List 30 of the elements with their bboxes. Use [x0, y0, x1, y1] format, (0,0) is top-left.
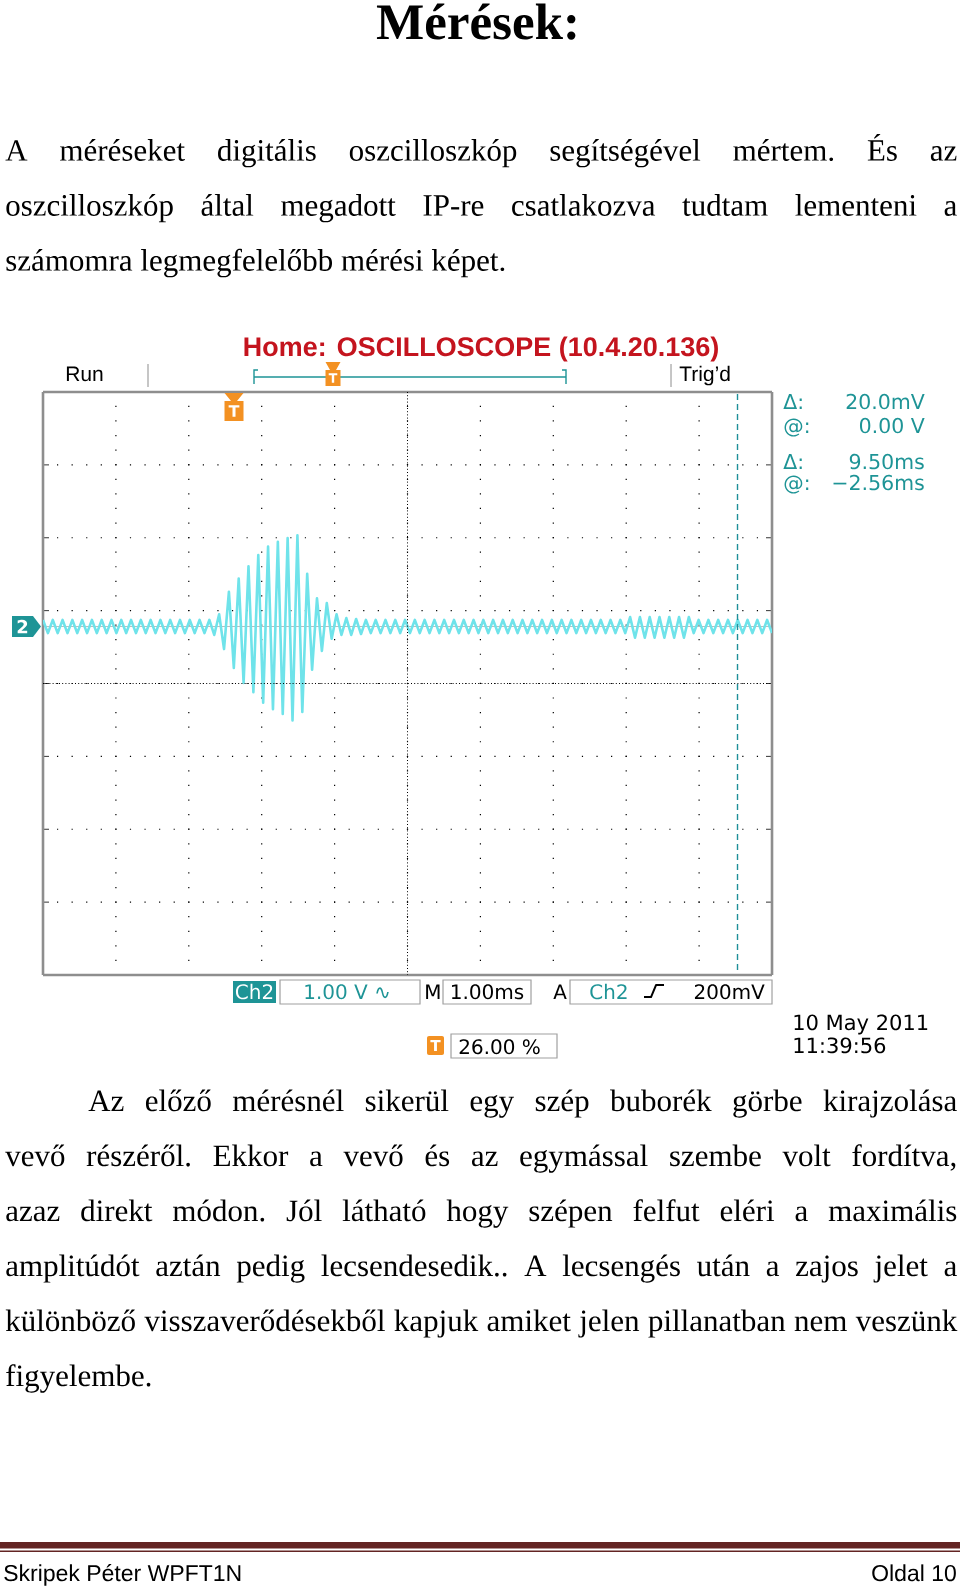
text: Ch2: [590, 983, 627, 1000]
text: 26.00 %: [459, 1039, 540, 1055]
text: A méréseket digitális oszcilloszkóp segítségével mértem. És az oszcilloszkóp által megadott IP-re csatlakozva tudtam lementeni a számomra legmegfelelőbb mérési képet.: [5, 133, 957, 278]
text: T: [430, 1039, 441, 1052]
text: 1.00 V ∿: [305, 984, 389, 1000]
text: Skripek Péter WPFT1N: [4, 1564, 241, 1586]
text: Trig’d: [679, 365, 730, 386]
text: M: [426, 984, 440, 1000]
text: Ch2: [235, 983, 273, 1000]
text: 200mV: [694, 984, 765, 1000]
text: @:: [784, 475, 809, 494]
text: Δ:: [783, 394, 802, 410]
text: −2.56ms: [833, 474, 924, 491]
text: 10 May 2011: [794, 1014, 928, 1035]
text: 1.00ms: [451, 984, 524, 1000]
text: 9.50ms: [849, 453, 924, 470]
text: 2: [17, 619, 28, 634]
text: Δ:: [783, 454, 802, 470]
text: Run: [66, 366, 103, 382]
text: @:: [784, 418, 809, 437]
chart-title: Mérések:: [376, 3, 576, 40]
text: T: [328, 373, 338, 383]
text: Home: OSCILLOSCOPE (10.4.20.136): [244, 336, 718, 362]
text: Az előző mérésnél sikerül egy szép buborék görbe kirajzolása vevő részéről. Ekkor a vevő és az egymással szembe volt fordítva, azaz direkt módon. Jól látható hogy szépen felfut eléri a maximális amplitúdót aztán pedig lecsendesedik.. A lecsengés után a zajos jelet a különböző visszaverődésekből kapjuk amiket jelen pillanatban nem veszünk figyelembe.: [5, 1089, 958, 1393]
text: 20.0mV: [846, 393, 925, 410]
text: 0.00 V: [859, 417, 925, 434]
text: Oldal 10: [872, 1564, 956, 1582]
text: 11:39:56: [794, 1037, 886, 1054]
text: T: [228, 405, 240, 417]
text: A: [553, 984, 567, 1000]
